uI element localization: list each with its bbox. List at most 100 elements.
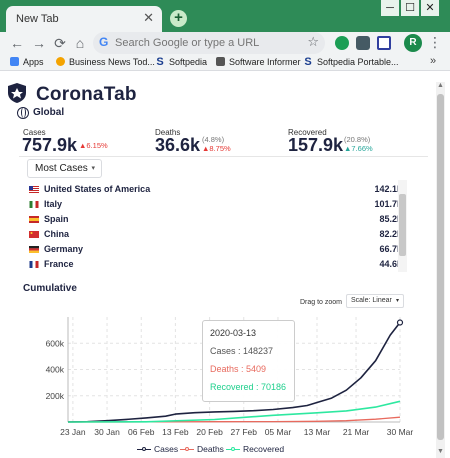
legend-recovered[interactable]: Recovered [226,444,284,454]
close-window-button[interactable]: ✕ [421,0,439,16]
browser-titlebar: New Tab ✕ + ─ ☐ ✕ [0,0,450,32]
country-list[interactable]: United States of America 142.1k Italy 10… [27,180,409,272]
legend-line-icon [137,447,151,452]
us-flag-icon [29,186,39,193]
page-scroll-thumb[interactable] [437,94,444,440]
tooltip-date: 2020-03-13 [210,328,257,338]
scale-select-value: Scale: Linear [351,297,392,304]
chevron-down-icon: ▾ [91,165,95,172]
list-item[interactable]: China 82.2k [27,227,402,242]
x-tick-label: 23 Jan [60,427,86,437]
sort-dropdown[interactable]: Most Cases ▾ [27,159,102,178]
recovered-value: 157.9k [288,135,344,155]
recovered-change: ▲7.66% [344,144,373,153]
x-tick-label: 13 Feb [162,427,189,437]
google-icon: G [99,35,109,49]
country-count: 82.2k [379,229,402,239]
extension-icon[interactable] [377,36,391,50]
extension-icon[interactable] [335,36,349,50]
y-tick-label: 600k [46,338,65,348]
x-tick-label: 30 Mar [387,427,414,437]
spain-flag-icon [29,216,39,223]
list-item[interactable]: France 44.6k [27,257,402,272]
series-line-recovered [67,400,401,423]
app-title: CoronaTab [36,84,137,105]
omnibox[interactable]: G ☆ [93,32,325,54]
bookmark-business-news[interactable]: Business News Tod... [56,55,155,69]
bookmark-star-icon[interactable]: ☆ [307,34,319,49]
bookmarks-overflow-icon[interactable]: » [430,55,437,67]
recovered-label: Recovered [288,128,327,137]
recovered-percent: (20.8%) [344,135,371,144]
list-item[interactable]: Spain 85.2k [27,212,402,227]
x-tick-label: 05 Mar [265,427,292,437]
x-tick-label: 06 Feb [128,427,155,437]
bookmarks-bar: Apps Business News Tod... S Softpedia Sof… [0,54,450,71]
country-name: Italy [44,199,63,209]
country-name: Germany [44,244,84,254]
legend-line-icon [180,447,194,452]
drag-to-zoom-label: Drag to zoom [300,299,343,306]
forward-arrow-icon[interactable]: → [32,35,46,51]
country-count: 85.2k [379,214,402,224]
italy-flag-icon [29,201,39,208]
maximize-button[interactable]: ☐ [401,0,419,16]
search-input[interactable] [115,35,295,51]
germany-flag-icon [29,246,39,253]
bookmark-apps[interactable]: Apps [10,55,44,69]
tooltip-cases: Cases : 148237 [210,346,274,356]
country-name: France [44,259,74,269]
apps-grid-icon [10,57,19,66]
softpedia-icon: S [156,56,164,68]
region-label: Global [33,107,65,118]
profile-avatar[interactable]: R [404,34,422,52]
deaths-label: Deaths [155,128,181,137]
divider [19,156,428,157]
home-icon[interactable]: ⌂ [75,35,85,51]
kebab-menu-icon[interactable]: ⋮ [428,34,442,50]
country-count: 66.7k [379,244,402,254]
back-arrow-icon[interactable]: ← [10,35,24,51]
bookmark-softpedia[interactable]: S Softpedia [156,56,208,68]
cases-label: Cases [23,128,46,137]
new-tab-button[interactable]: + [170,10,187,27]
minimize-button[interactable]: ─ [381,0,399,16]
x-tick-label: 27 Feb [231,427,258,437]
chevron-down-icon: ▾ [395,298,399,304]
list-item[interactable]: United States of America 142.1k [27,182,402,197]
cases-value: 757.9k [22,135,78,155]
sort-dropdown-value: Most Cases [35,163,88,174]
x-tick-label: 20 Feb [196,427,223,437]
country-count: 44.6k [379,259,402,269]
x-tick-label: 30 Jan [94,427,120,437]
series-line-cases [67,322,401,423]
legend-cases[interactable]: Cases [137,444,178,454]
country-name: United States of America [44,184,151,194]
tab-title: New Tab [16,13,59,25]
cumulative-chart[interactable]: 200k 400k 600k 23 Jan 30 Jan 06 Feb 13 Feb 20 F… [0,72,450,458]
country-name: China [44,229,70,239]
list-item[interactable]: Germany 66.7k [27,242,402,257]
country-name: Spain [44,214,69,224]
extension-icon[interactable] [356,36,370,50]
scroll-up-arrow-icon[interactable]: ▲ [437,82,444,89]
x-tick-label: 13 Mar [304,427,331,437]
list-item[interactable]: Italy 101.7k [27,197,402,212]
chart-title: Cumulative [23,283,77,294]
y-tick-label: 200k [46,391,65,401]
reload-icon[interactable]: ⟳ [54,35,66,51]
country-list-scroll-thumb[interactable] [399,194,406,256]
country-count: 142.1k [374,184,402,194]
legend-deaths[interactable]: Deaths [180,444,224,454]
tab-close-icon[interactable]: ✕ [143,10,154,25]
tooltip-deaths: Deaths : 5409 [210,364,267,374]
bookmark-software-informer[interactable]: Software Informer [216,55,301,69]
tab-new-tab[interactable]: New Tab ✕ [6,6,162,32]
globe-icon [17,107,29,119]
deaths-change: ▲8.75% [202,144,231,153]
country-count: 101.7k [374,199,402,209]
y-tick-label: 400k [46,365,65,375]
scroll-down-arrow-icon[interactable]: ▼ [437,448,444,455]
scale-select[interactable]: Scale: Linear ▾ [346,294,404,308]
bookmark-softpedia-portable[interactable]: S Softpedia Portable... [304,56,399,68]
